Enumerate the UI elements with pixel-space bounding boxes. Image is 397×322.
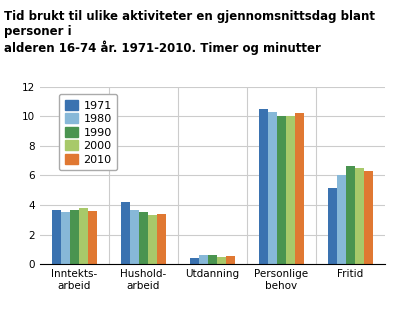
Bar	[70, 210, 79, 264]
Bar	[295, 113, 304, 264]
Bar	[337, 175, 346, 264]
Legend: 1971, 1980, 1990, 2000, 2010: 1971, 1980, 1990, 2000, 2010	[59, 94, 118, 170]
Bar	[364, 171, 373, 264]
Bar	[268, 112, 277, 264]
Bar	[88, 211, 97, 264]
Bar	[208, 255, 217, 264]
Bar	[286, 117, 295, 264]
Text: Tid brukt til ulike aktiviteter en gjennomsnittsdag blant personer i
alderen 16-: Tid brukt til ulike aktiviteter en gjenn…	[4, 10, 375, 54]
Bar	[148, 215, 157, 264]
Bar	[217, 257, 226, 264]
Bar	[139, 213, 148, 264]
Bar	[157, 213, 166, 264]
Bar	[259, 109, 268, 264]
Bar	[346, 166, 355, 264]
Bar	[226, 256, 235, 264]
Bar	[121, 203, 130, 264]
Bar	[277, 117, 286, 264]
Bar	[190, 259, 199, 264]
Bar	[52, 210, 61, 264]
Bar	[79, 207, 88, 264]
Bar	[130, 210, 139, 264]
Bar	[61, 213, 70, 264]
Bar	[328, 188, 337, 264]
Bar	[355, 168, 364, 264]
Bar	[199, 255, 208, 264]
